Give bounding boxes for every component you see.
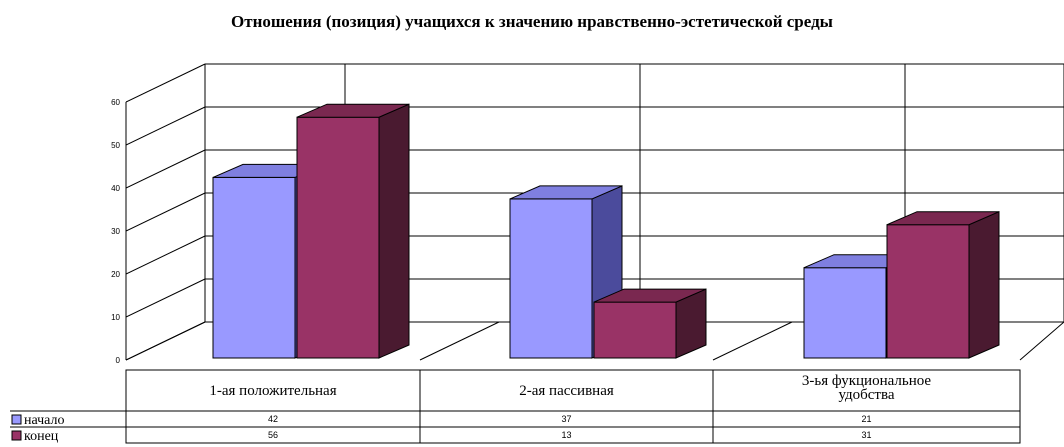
- bar-начало-2: [509, 185, 623, 359]
- gridline-side: [125, 192, 206, 232]
- category-label: 1-ая положительная: [209, 383, 336, 399]
- bar-front: [803, 267, 887, 359]
- gridline-side: [125, 149, 206, 189]
- table-cell-value: 37: [561, 414, 571, 424]
- gridline-side: [125, 63, 206, 103]
- y-tick-label: 60: [111, 98, 120, 107]
- legend-label: конец: [24, 429, 59, 444]
- table-cell-value: 56: [268, 430, 278, 440]
- floor-divider: [125, 321, 206, 361]
- table-cell-value: 42: [268, 414, 278, 424]
- data-table-border: [125, 369, 1021, 444]
- category-label: 2-ая пассивная: [519, 383, 614, 399]
- y-tick-label: 10: [111, 313, 120, 322]
- y-tick-label: 30: [111, 227, 120, 236]
- data-table: 1-ая положительная 2-ая пассивная 3-ья фук…: [10, 369, 1021, 444]
- legend-label: начало: [24, 413, 65, 428]
- category-label: 3-ья фукциональное: [802, 373, 932, 389]
- bar-front: [593, 301, 677, 359]
- bar-top: [593, 288, 707, 303]
- bar-top: [509, 185, 623, 200]
- legend-key-начало: [11, 414, 22, 425]
- y-tick-label: 0: [116, 356, 121, 365]
- bar-side: [378, 103, 410, 359]
- chart-title: Отношения (позиция) учащихся к значению …: [231, 12, 833, 31]
- floor-divider: [1019, 321, 1064, 361]
- floor-divider: [419, 321, 500, 361]
- table-cell-value: 13: [561, 430, 571, 440]
- bar-front: [296, 116, 380, 359]
- y-tick-label: 50: [111, 141, 120, 150]
- table-cell-value: 31: [861, 430, 871, 440]
- chart-bars: [212, 103, 1000, 359]
- category-label: удобства: [838, 387, 894, 403]
- table-cell-value: 21: [861, 414, 871, 424]
- bar-front: [886, 224, 970, 359]
- bar-конец-3: [886, 210, 1000, 359]
- bar-side: [968, 210, 1000, 359]
- bar-конец-2: [593, 288, 707, 359]
- bar-front: [212, 176, 296, 359]
- gridline-side: [125, 235, 206, 275]
- y-tick-label: 20: [111, 270, 120, 279]
- bar-top: [886, 211, 1000, 226]
- bar-front: [509, 198, 593, 359]
- gridline-side: [125, 278, 206, 318]
- legend-key-конец: [11, 430, 22, 441]
- floor-divider: [712, 321, 793, 361]
- gridline-side: [125, 106, 206, 146]
- y-tick-label: 40: [111, 184, 120, 193]
- bar-конец-1: [296, 103, 410, 359]
- bar-top: [296, 103, 410, 118]
